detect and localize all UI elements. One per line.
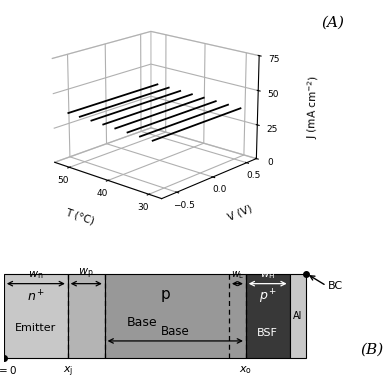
Text: $x_{\rm j}$: $x_{\rm j}$ [63,364,73,379]
Text: $w_{\rm H}$: $w_{\rm H}$ [260,269,275,281]
Text: $x_{\rm o}$: $x_{\rm o}$ [239,364,252,376]
Text: Emitter: Emitter [15,323,56,333]
Bar [290,274,306,358]
Text: $w_{\rm p}$: $w_{\rm p}$ [78,267,94,281]
Text: $x = 0$: $x = 0$ [0,364,17,376]
X-axis label: T (°C): T (°C) [64,207,96,226]
Text: Al: Al [292,311,302,320]
Text: BSF: BSF [257,327,278,338]
Text: $w_{\rm n}$: $w_{\rm n}$ [28,269,44,281]
Bar [246,274,290,358]
Text: Base: Base [161,325,190,338]
Text: n$^+$: n$^+$ [27,289,45,305]
Y-axis label: V (V): V (V) [226,203,253,223]
Text: $w_{\rm L}$: $w_{\rm L}$ [230,269,244,281]
Text: (B): (B) [361,342,384,356]
Bar [4,274,68,358]
Text: p: p [160,287,170,302]
Bar [68,274,105,358]
Text: Base: Base [126,316,157,329]
Text: p$^+$: p$^+$ [259,288,277,306]
Bar [105,274,246,358]
Text: BC: BC [328,281,343,291]
Text: (A): (A) [321,16,345,29]
